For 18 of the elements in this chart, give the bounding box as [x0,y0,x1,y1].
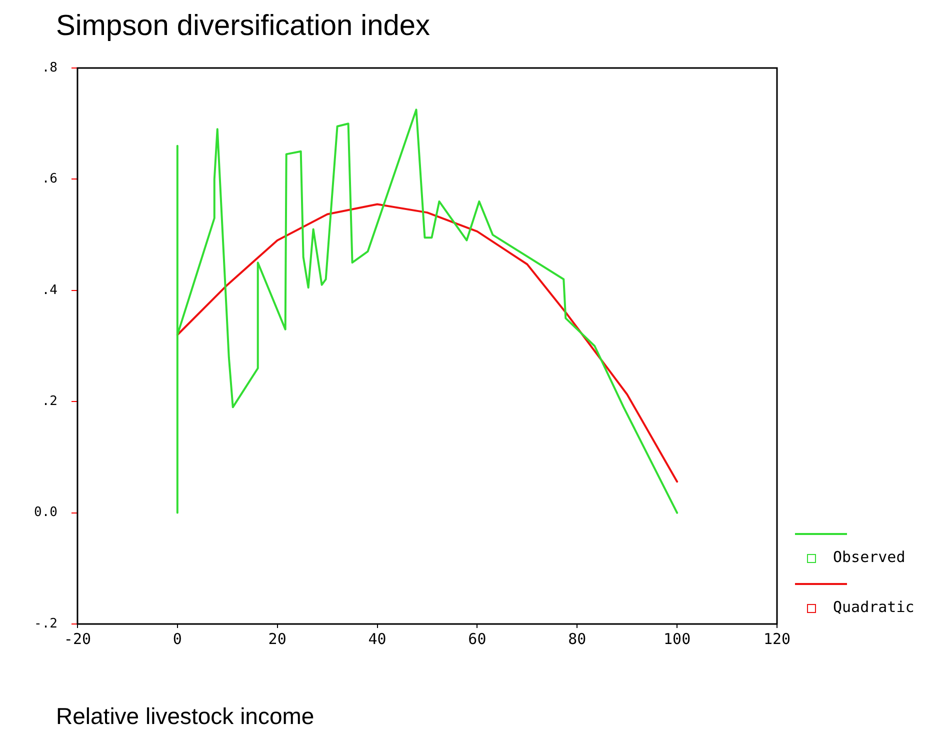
x-tick-label: 40 [368,630,386,648]
y-axis-title: Simpson diversification index [56,10,430,43]
legend-label: Quadratic [833,598,914,616]
x-tick-label: -20 [64,630,92,648]
x-tick-label: 60 [468,630,486,648]
x-tick-label: 0 [172,630,182,648]
y-tick-label: 0.0 [34,505,58,520]
x-tick-label: 100 [664,630,691,648]
y-tick-label: -.2 [34,616,58,632]
y-tick-label: .8 [42,60,58,76]
y-tick-label: .6 [42,172,58,187]
x-tick-label: 120 [763,630,791,648]
y-tick-label: .2 [42,394,58,409]
legend-label: Observed [833,548,906,566]
y-tick-label: .4 [42,282,58,298]
x-tick-label: 80 [568,630,586,648]
x-tick-label: 20 [268,630,286,648]
x-axis-title: Relative livestock income [56,703,314,730]
